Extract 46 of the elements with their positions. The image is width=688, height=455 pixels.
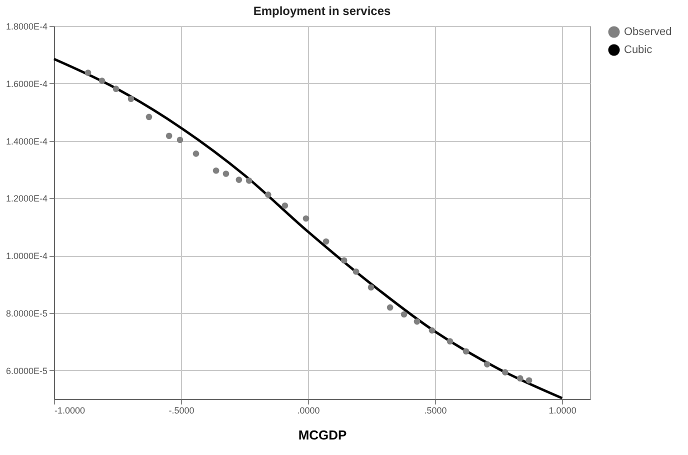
point <box>368 284 374 291</box>
point <box>340 257 348 264</box>
point <box>176 136 184 144</box>
point <box>282 202 288 209</box>
point <box>428 327 436 334</box>
x-tick-label: -.5000 <box>168 406 194 416</box>
point <box>264 192 272 198</box>
x-tick-label: -1.0000 <box>54 406 86 416</box>
point <box>236 176 242 183</box>
legend-label: Cubic <box>624 44 653 56</box>
point <box>146 114 152 120</box>
chart-title: Employment in services <box>253 4 392 18</box>
y-tick-label: 1.0000E-4 <box>6 251 48 262</box>
line-series <box>52 58 564 400</box>
point <box>166 132 172 140</box>
y-tick-label: 1.6000E-4 <box>6 78 48 89</box>
point <box>212 167 220 174</box>
point <box>192 150 200 157</box>
x-tick-label: .5000 <box>424 406 447 416</box>
x-tick-label: 1.0000 <box>548 406 576 416</box>
point <box>98 78 106 84</box>
point <box>246 177 252 184</box>
point <box>112 86 120 92</box>
point <box>302 215 310 222</box>
x-tick-label: .0000 <box>297 406 320 416</box>
point <box>502 369 508 376</box>
point <box>446 338 454 344</box>
point <box>386 304 394 311</box>
y-tick-label: 1.4000E-4 <box>6 136 48 146</box>
point <box>462 348 470 355</box>
y-tick-label: 8.0000E-5 <box>6 308 48 318</box>
x-axis-title: MCGDP <box>298 428 348 442</box>
y-tick-label: 6.0000E-5 <box>6 366 48 376</box>
point <box>322 238 330 245</box>
point <box>516 375 524 382</box>
y-tick-label: 1.8000E-4 <box>6 22 48 32</box>
point <box>352 268 360 275</box>
point <box>400 311 408 318</box>
point <box>222 170 230 177</box>
point <box>414 318 420 325</box>
point <box>84 70 92 76</box>
legend-label: Observed <box>624 26 672 38</box>
point <box>484 361 490 368</box>
y-tick-label: 1.2000E-4 <box>6 194 48 204</box>
point <box>128 96 134 102</box>
point <box>526 377 532 384</box>
